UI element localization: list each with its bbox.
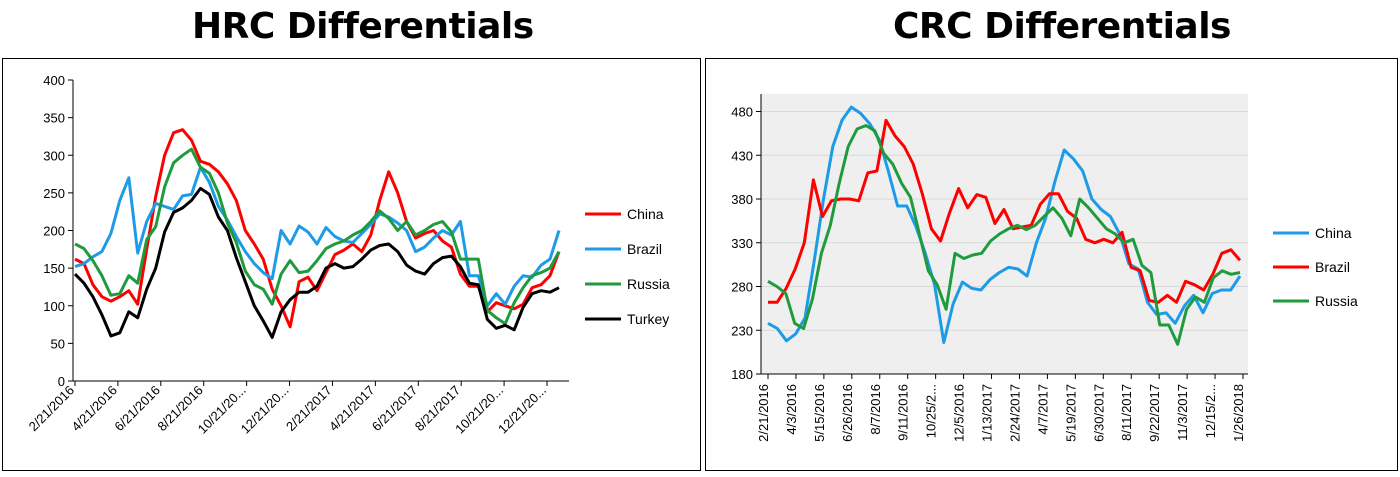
hrc-legend-label-brazil: Brazil: [627, 241, 662, 257]
hrc-series-brazil-line: [74, 165, 561, 308]
crc-x-tick-label: 12/5/2016: [952, 384, 967, 442]
hrc-series-turkey-line: [73, 186, 560, 339]
crc-plot-area: [761, 94, 1248, 374]
crc-x-tick-label: 9/11/2016: [896, 384, 911, 441]
crc-legend-label-russia: Russia: [1315, 293, 1358, 309]
crc-x-tick-label: 1/26/2018: [1231, 384, 1246, 442]
hrc-legend-label-russia: Russia: [627, 276, 670, 292]
hrc-legend-label-china: China: [627, 206, 664, 222]
hrc-x-tick-label: 6/21/2016: [111, 383, 163, 435]
crc-y-tick-label: 330: [731, 236, 753, 251]
crc-x-tick-label: 12/15/2...: [1203, 384, 1218, 438]
crc-x-tick-label: 9/22/2017: [1147, 384, 1162, 442]
crc-y-tick-label: 230: [731, 323, 753, 338]
hrc-y-tick-label: 250: [43, 186, 65, 201]
hrc-y-tick-label: 100: [43, 299, 65, 314]
hrc-chart-title: HRC Differentials: [192, 6, 534, 47]
crc-series-china-line: [767, 105, 1242, 344]
crc-x-tick-label: 6/30/2017: [1091, 384, 1106, 442]
crc-x-tick-label: 5/15/2016: [812, 384, 827, 442]
crc-chart: 180 230 280 330 380 430 480 2/21/2016 4/3/2016 5/…: [731, 94, 1358, 442]
hrc-y-tick-label: 150: [43, 261, 65, 276]
hrc-chart-panel: 0 50 100 150 200 250 300 350 400 2/21/2016 4/21/20…: [2, 58, 701, 471]
hrc-y-tick-label: 300: [43, 148, 65, 163]
crc-x-tick-label: 8/11/2017: [1119, 384, 1134, 441]
crc-x-tick-label: 8/7/2016: [868, 384, 883, 435]
hrc-x-tick-label: 4/21/2017: [326, 383, 378, 435]
hrc-y-tick-label: 0: [58, 374, 65, 389]
hrc-x-tick-label: 4/21/2016: [69, 383, 121, 435]
hrc-legend-label-turkey: Turkey: [627, 311, 669, 327]
crc-legend-label-china: China: [1315, 225, 1352, 241]
crc-x-tick-label: 2/24/2017: [1007, 384, 1022, 442]
crc-x-tick-label: 2/21/2016: [756, 384, 771, 442]
hrc-y-tick-label: 50: [51, 336, 65, 351]
crc-y-tick-label: 380: [731, 192, 753, 207]
crc-chart-title: CRC Differentials: [893, 6, 1231, 47]
crc-x-tick-label: 1/13/2017: [980, 384, 995, 442]
crc-y-tick-label: 180: [731, 367, 753, 382]
crc-y-tick-label: 280: [731, 280, 753, 295]
crc-x-tick-label: 10/25/2...: [924, 384, 939, 438]
hrc-chart: 0501001502002503003504002/21/20164/21/20…: [26, 73, 670, 437]
crc-x-tick-label: 11/3/2017: [1175, 384, 1190, 441]
hrc-x-tick-label: 2/21/2017: [283, 383, 335, 435]
hrc-y-tick-label: 350: [43, 111, 65, 126]
crc-x-tick-label: 5/19/2017: [1063, 384, 1078, 442]
hrc-y-tick-label: 400: [43, 73, 65, 88]
crc-series-russia-line: [767, 124, 1241, 346]
crc-y-tick-label: 430: [731, 148, 753, 163]
crc-series-brazil-line: [768, 118, 1242, 304]
hrc-series-russia-line: [74, 147, 561, 326]
crc-x-tick-label: 6/26/2016: [840, 384, 855, 442]
crc-y-tick-label: 480: [731, 105, 753, 120]
crc-x-tick-label: 4/7/2017: [1035, 384, 1050, 435]
hrc-y-tick-label: 200: [43, 224, 65, 239]
hrc-x-tick-label: 6/21/2017: [369, 383, 421, 435]
crc-chart-panel: 180 230 280 330 380 430 480 2/21/2016 4/3/2016 5/…: [705, 58, 1398, 471]
hrc-x-tick-label: 2/21/2016: [26, 383, 78, 435]
crc-x-tick-label: 4/3/2016: [784, 384, 799, 435]
crc-legend-label-brazil: Brazil: [1315, 259, 1350, 275]
